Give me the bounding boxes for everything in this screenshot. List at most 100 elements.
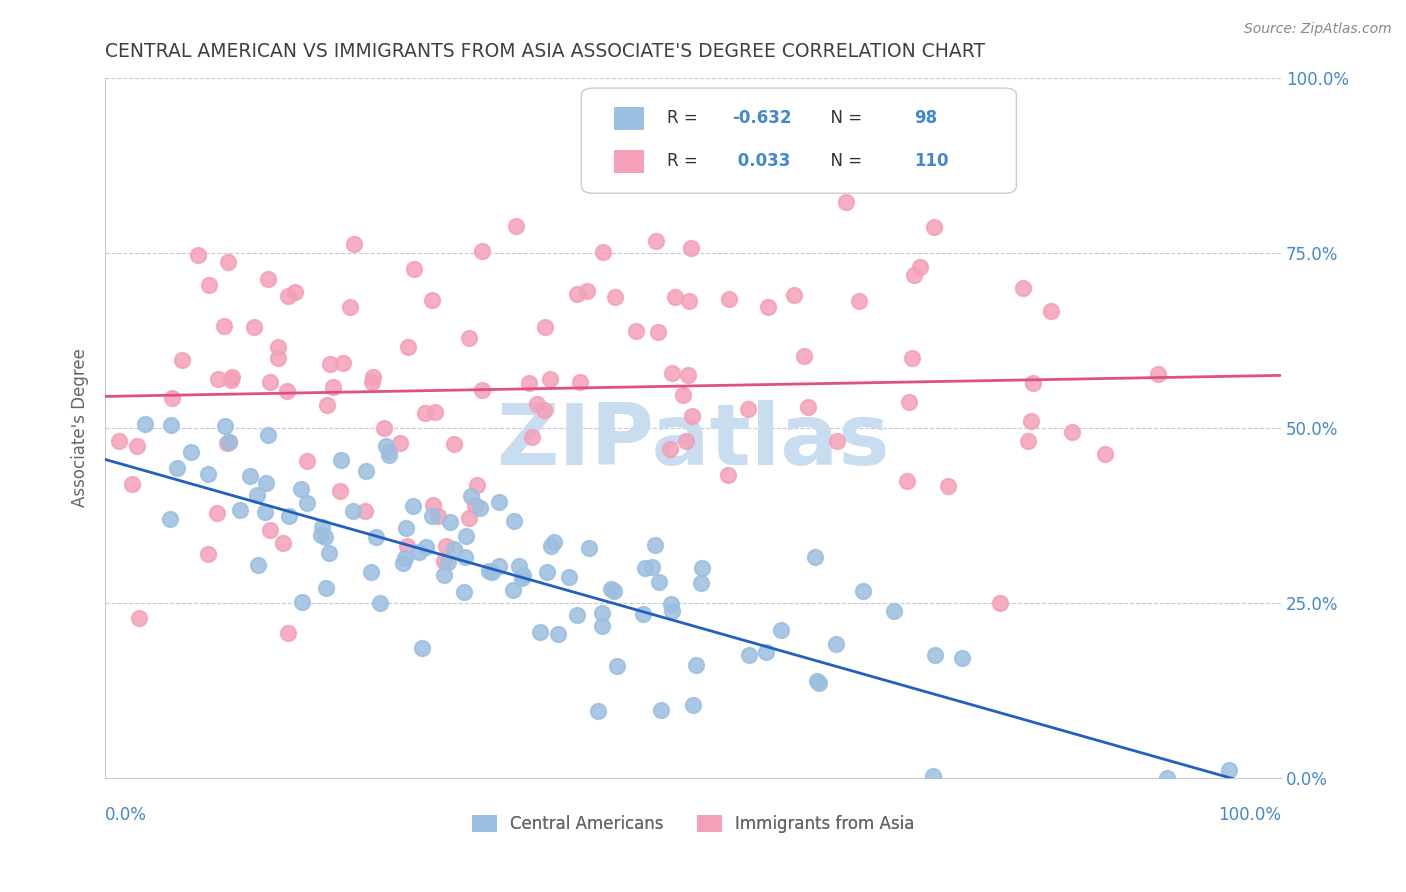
- Point: [634, 560, 657, 574]
- Point: [558, 569, 581, 583]
- Point: [267, 351, 290, 366]
- Point: [309, 527, 332, 541]
- Point: [565, 608, 588, 623]
- Point: [127, 439, 149, 453]
- Point: [512, 568, 534, 582]
- Point: [540, 539, 562, 553]
- Point: [675, 434, 697, 448]
- Point: [295, 496, 318, 510]
- Point: [721, 173, 744, 187]
- Point: [1062, 425, 1084, 439]
- Point: [603, 584, 626, 599]
- Point: [221, 370, 243, 384]
- Point: [1218, 763, 1240, 777]
- Text: R =: R =: [668, 110, 703, 128]
- Point: [368, 596, 391, 610]
- Point: [389, 436, 412, 450]
- Point: [254, 476, 277, 491]
- Point: [354, 464, 377, 478]
- Point: [332, 355, 354, 369]
- Text: N =: N =: [820, 153, 868, 170]
- Point: [134, 417, 156, 431]
- Point: [896, 474, 918, 488]
- Point: [631, 607, 654, 621]
- Point: [603, 290, 626, 304]
- Point: [433, 568, 456, 582]
- Point: [690, 560, 713, 574]
- Point: [375, 439, 398, 453]
- Point: [1156, 771, 1178, 785]
- Point: [565, 287, 588, 301]
- Point: [408, 545, 430, 559]
- Point: [433, 554, 456, 568]
- FancyBboxPatch shape: [614, 107, 644, 129]
- Point: [737, 402, 759, 417]
- Point: [411, 640, 433, 655]
- Point: [314, 530, 336, 544]
- Point: [284, 285, 307, 299]
- Point: [439, 515, 461, 529]
- Text: R =: R =: [668, 153, 703, 170]
- Point: [606, 659, 628, 673]
- Point: [481, 566, 503, 580]
- Point: [247, 558, 270, 572]
- Text: Source: ZipAtlas.com: Source: ZipAtlas.com: [1244, 22, 1392, 37]
- Point: [228, 502, 250, 516]
- Point: [159, 512, 181, 526]
- Point: [254, 505, 277, 519]
- Point: [436, 539, 458, 553]
- Point: [672, 388, 695, 402]
- Point: [395, 539, 418, 553]
- Point: [806, 673, 828, 688]
- Point: [547, 627, 569, 641]
- Text: 110: 110: [914, 153, 949, 170]
- Point: [394, 551, 416, 566]
- Point: [360, 566, 382, 580]
- Point: [650, 702, 672, 716]
- Point: [318, 546, 340, 560]
- Point: [478, 564, 501, 578]
- Point: [197, 278, 219, 293]
- Point: [591, 618, 613, 632]
- Point: [488, 495, 510, 509]
- Point: [592, 244, 614, 259]
- Point: [529, 625, 551, 640]
- Point: [681, 241, 703, 255]
- Point: [464, 498, 486, 512]
- Point: [936, 479, 959, 493]
- Point: [503, 514, 526, 528]
- Y-axis label: Associate's Degree: Associate's Degree: [72, 349, 89, 508]
- Point: [257, 272, 280, 286]
- Point: [644, 234, 666, 248]
- Point: [361, 375, 384, 389]
- Legend: Central Americans, Immigrants from Asia: Central Americans, Immigrants from Asia: [465, 808, 921, 840]
- Point: [259, 375, 281, 389]
- Point: [988, 596, 1011, 610]
- Point: [329, 483, 352, 498]
- Point: [1022, 376, 1045, 391]
- Point: [1017, 434, 1039, 448]
- Point: [107, 434, 129, 448]
- Point: [678, 294, 700, 309]
- Point: [273, 535, 295, 549]
- Point: [259, 524, 281, 538]
- Point: [488, 558, 510, 573]
- Point: [128, 611, 150, 625]
- Point: [212, 318, 235, 333]
- Point: [717, 292, 740, 306]
- Point: [443, 542, 465, 557]
- Point: [835, 195, 858, 210]
- Point: [420, 293, 443, 307]
- Point: [437, 555, 460, 569]
- Point: [804, 549, 827, 564]
- Point: [217, 255, 239, 269]
- Point: [343, 236, 366, 251]
- Point: [659, 597, 682, 611]
- Point: [170, 353, 193, 368]
- Point: [267, 340, 290, 354]
- Point: [685, 658, 707, 673]
- Point: [277, 625, 299, 640]
- Point: [160, 391, 183, 405]
- FancyBboxPatch shape: [582, 88, 1017, 194]
- Point: [378, 448, 401, 462]
